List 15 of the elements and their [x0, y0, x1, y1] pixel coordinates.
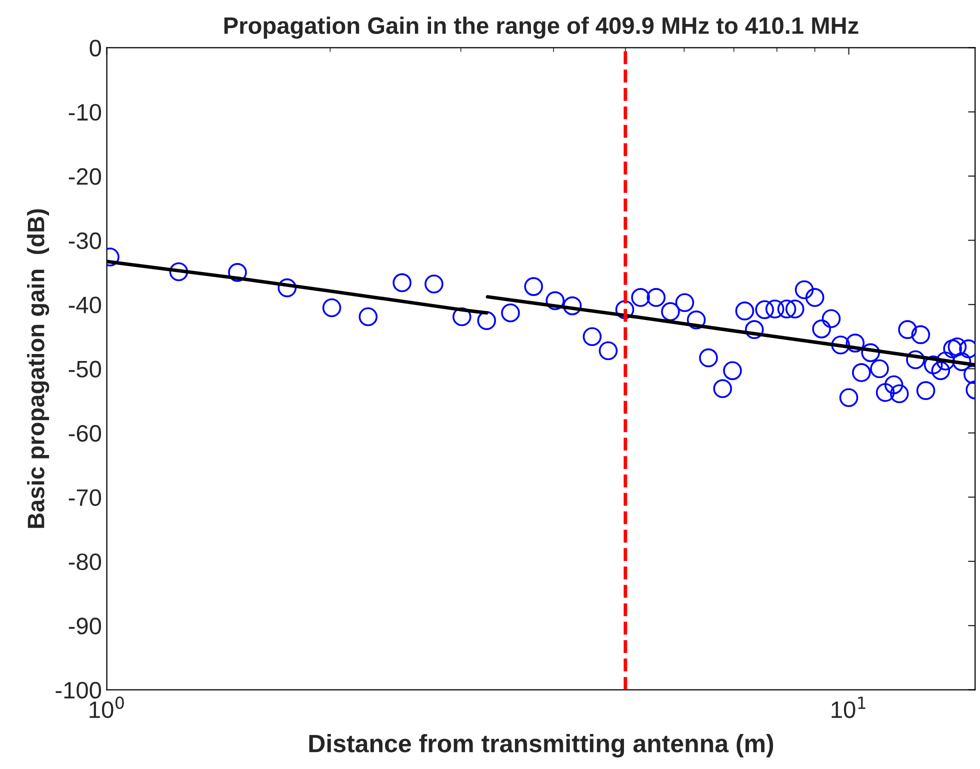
y-tick-label: -100 [56, 682, 102, 699]
y-tick-label: 0 [90, 40, 102, 56]
y-tick-label: -40 [68, 296, 102, 314]
y-tick-label: -50 [68, 360, 102, 378]
y-axis-title: Basic propagation gain (dB) [27, 209, 50, 528]
y-tick-label: -30 [68, 232, 102, 250]
x-axis-title: Distance from transmitting antenna (m) [309, 734, 774, 758]
x-tick-label: 10$^{1}$ [832, 696, 866, 718]
y-tick-label: -90 [68, 618, 102, 634]
y-tick-label: -60 [68, 425, 102, 442]
y-tick-label: -70 [68, 489, 102, 506]
y-tick-label: -10 [68, 104, 102, 121]
chart-title: Propagation Gain in the range of 409.9 MHz to 410.1 MHz [224, 16, 858, 39]
y-tick-label: -20 [68, 168, 102, 185]
y-tick-label: -80 [68, 553, 102, 570]
